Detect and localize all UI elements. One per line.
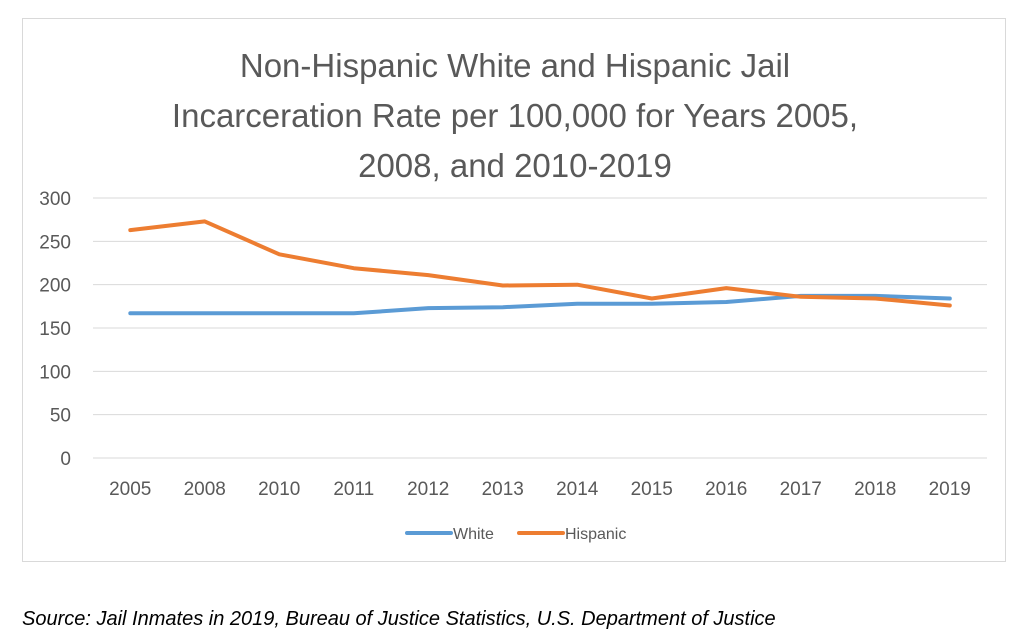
y-tick-label-200: 200 <box>39 276 71 297</box>
x-tick-label-2016: 2016 <box>705 479 747 500</box>
x-tick-label-2019: 2019 <box>929 479 971 500</box>
y-tick-label-0: 0 <box>60 449 71 470</box>
x-tick-label-2014: 2014 <box>556 479 599 500</box>
source-note: Source: Jail Inmates in 2019, Bureau of … <box>22 608 776 630</box>
y-tick-label-100: 100 <box>39 362 71 383</box>
line-chart: 0 50 100 150 200 250 300 2005 2008 2010 2011 2012 20… <box>39 189 987 543</box>
chart-frame: Non-Hispanic White and Hispanic Jail Inc… <box>22 18 1006 562</box>
y-tick-label-250: 250 <box>39 232 71 253</box>
chart-title-line-1: Non-Hispanic White and Hispanic Jail <box>239 47 791 84</box>
y-tick-label-300: 300 <box>39 189 71 210</box>
legend-label-white: White <box>453 526 494 543</box>
series-line-hispanic <box>128 219 952 308</box>
chart-title-line-3: 2008, and 2010-2019 <box>358 147 672 184</box>
x-tick-label-2013: 2013 <box>482 479 524 500</box>
x-tick-label-2005: 2005 <box>109 479 151 500</box>
x-tick-label-2017: 2017 <box>780 479 822 500</box>
x-tick-label-2008: 2008 <box>184 479 226 500</box>
x-tick-label-2010: 2010 <box>258 479 300 500</box>
x-tick-label-2011: 2011 <box>333 479 374 500</box>
x-tick-label-2012: 2012 <box>407 479 449 500</box>
chart-title-line-2: Incarceration Rate per 100,000 for Years… <box>171 97 859 134</box>
x-tick-label-2015: 2015 <box>631 479 673 500</box>
y-tick-label-50: 50 <box>50 406 71 427</box>
y-tick-label-150: 150 <box>39 319 71 340</box>
x-tick-label-2018: 2018 <box>854 479 896 500</box>
chart-title: Non-Hispanic White and Hispanic Jail Inc… <box>23 41 1007 191</box>
legend-label-hispanic: Hispanic <box>565 526 626 543</box>
